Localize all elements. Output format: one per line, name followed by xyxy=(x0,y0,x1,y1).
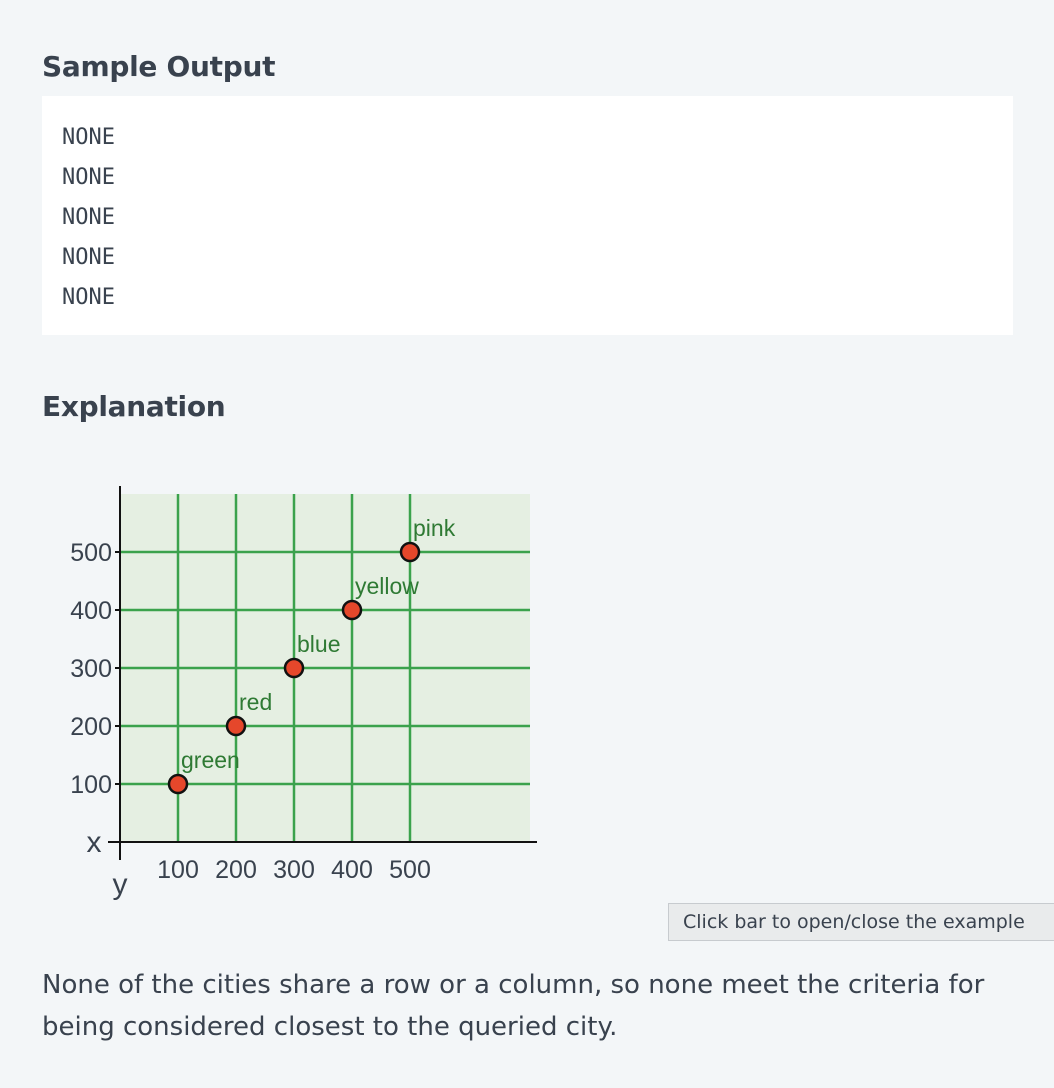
city-label: pink xyxy=(413,515,456,541)
explanation-text: None of the cities share a row or a colu… xyxy=(42,970,985,1042)
y-tick-label: 400 xyxy=(70,597,112,625)
y-tick-label: 200 xyxy=(70,713,112,741)
y-axis-label: x xyxy=(87,826,102,859)
city-label: green xyxy=(181,747,240,773)
x-tick-label: 300 xyxy=(273,856,315,884)
city-point xyxy=(225,715,247,737)
output-line: NONE xyxy=(62,125,115,150)
output-line: NONE xyxy=(62,205,115,230)
y-tick-label: 300 xyxy=(70,655,112,683)
city-point xyxy=(283,657,305,679)
x-tick-label: 500 xyxy=(389,856,431,884)
city-label: yellow xyxy=(355,573,419,599)
sample-output-title: Sample Output xyxy=(42,50,276,83)
x-axis-label: y xyxy=(113,868,128,901)
toggle-example-button[interactable]: Click bar to open/close the example xyxy=(668,903,1054,941)
y-tick-label: 500 xyxy=(70,539,112,567)
output-line: NONE xyxy=(62,285,115,310)
city-label: red xyxy=(239,689,272,715)
chart-svg: 100 200 300 400 500 100 200 300 400 500 xy green red… xyxy=(70,486,537,901)
city-point xyxy=(167,773,189,795)
explanation-title: Explanation xyxy=(42,390,226,423)
city-label: blue xyxy=(297,631,340,657)
sample-output-box: NONE NONE NONE NONE NONE xyxy=(42,96,1013,335)
output-line: NONE xyxy=(62,165,115,190)
x-tick-label: 400 xyxy=(331,856,373,884)
x-tick-label: 200 xyxy=(215,856,257,884)
city-grid-chart: 100 200 300 400 500 100 200 300 400 500 x y green red… xyxy=(40,478,550,908)
output-line: NONE xyxy=(62,245,115,270)
city-point xyxy=(399,541,421,563)
city-point xyxy=(341,599,363,621)
y-tick-label: 100 xyxy=(70,771,112,799)
x-tick-label: 100 xyxy=(157,856,199,884)
